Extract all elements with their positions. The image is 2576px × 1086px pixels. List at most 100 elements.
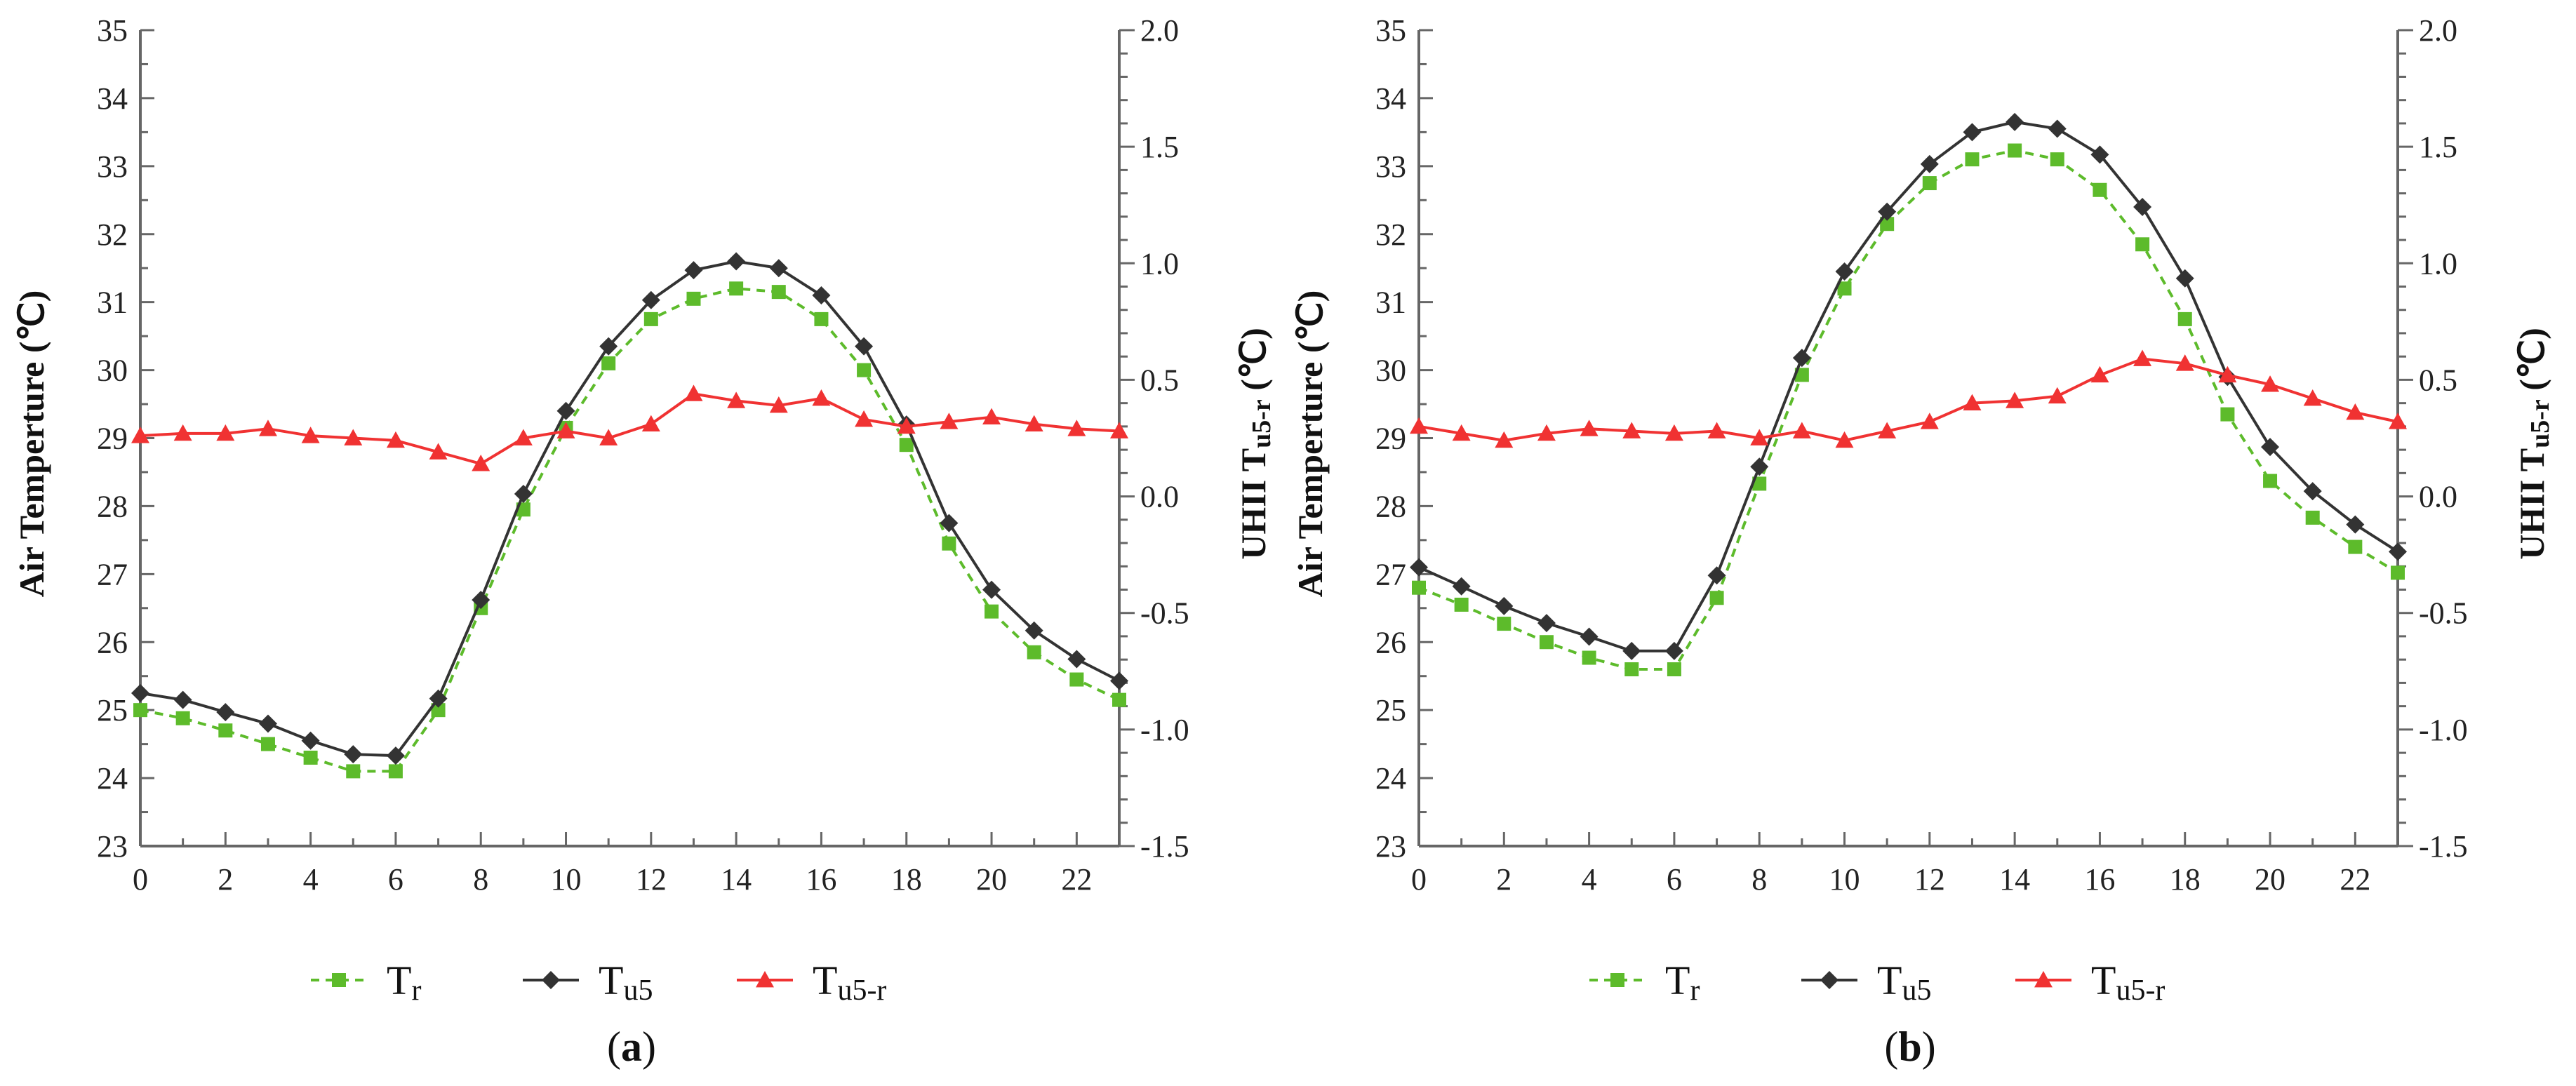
- data-point-Tu5: [1580, 627, 1599, 646]
- y-tick-label: 31: [97, 286, 128, 320]
- data-point-Tu5: [641, 290, 660, 309]
- data-point-Tu5: [1110, 671, 1128, 690]
- data-point-Tu5-r: [258, 420, 277, 436]
- y2-tick-label: 1.0: [1140, 246, 1179, 281]
- series-line-Tr: [1418, 149, 2399, 671]
- data-point-Tu5-r: [1067, 420, 1086, 436]
- data-point-Tu5-r: [769, 396, 788, 413]
- data-point-Tu5: [1707, 566, 1726, 585]
- data-point-Tr: [133, 703, 147, 718]
- y2-axis-title-unit: (℃): [1234, 328, 1273, 399]
- data-point-Tu5-r: [2006, 391, 2024, 408]
- data-point-Tu5-r: [2218, 366, 2237, 383]
- data-point-Tu5: [1835, 262, 1854, 281]
- series-line-Tu5-r: [140, 392, 1120, 466]
- data-point-Tu5-r: [1025, 415, 1043, 431]
- data-point-Tu5-r: [641, 415, 660, 431]
- x-tick-label: 18: [891, 862, 922, 897]
- x-tick-label: 0: [133, 862, 148, 897]
- y-tick-label: 32: [1375, 217, 1406, 252]
- data-point-Tu5-r: [2261, 375, 2280, 392]
- data-point-Tu5: [727, 252, 746, 271]
- x-tick-label: 2: [1496, 862, 1511, 897]
- data-point-Tu5: [684, 261, 703, 280]
- data-point-Tu5: [2261, 438, 2280, 457]
- data-point-Tr: [985, 604, 999, 619]
- legend-item-Tr: Tr: [1589, 958, 1700, 1007]
- data-point-Tr: [1922, 176, 1937, 191]
- data-point-Tr: [260, 737, 275, 751]
- y-axis-title-unit: ℃): [12, 290, 51, 342]
- data-point-Tu5-r: [2048, 387, 2067, 404]
- legend-marker: [1820, 971, 1838, 989]
- legend-label: Tr: [1665, 958, 1700, 1007]
- data-point-Tu5: [472, 591, 490, 610]
- data-point-Tr: [1497, 617, 1511, 631]
- data-point-Tu5-r: [429, 443, 448, 460]
- data-point-Tr: [1667, 662, 1681, 677]
- data-point-Tu5: [1025, 621, 1043, 640]
- x-tick-label: 22: [2340, 862, 2370, 897]
- series-Tu5: [1410, 112, 2407, 660]
- data-point-Tr: [2177, 311, 2192, 326]
- legend-item-Tu5-r: Tu5-r: [2015, 958, 2165, 1007]
- data-point-Tu5-r: [684, 384, 703, 401]
- data-point-Tu5-r: [1580, 420, 1599, 436]
- y2-tick-label: -1.5: [2419, 829, 2468, 864]
- data-point-Tu5: [1452, 577, 1471, 596]
- data-point-Tu5-r: [556, 422, 575, 438]
- y2-tick-label: 0.5: [1140, 363, 1179, 397]
- series-Tu5: [131, 252, 1128, 765]
- data-point-Tr: [729, 281, 744, 296]
- data-point-Tu5: [429, 689, 448, 708]
- panel-label-close: ): [1922, 1024, 1936, 1070]
- data-point-Tr: [2008, 143, 2022, 158]
- y-tick-label: 29: [97, 422, 128, 456]
- data-point-Tu5-r: [2389, 413, 2407, 429]
- data-point-Tr: [771, 285, 786, 300]
- data-point-Tu5-r: [472, 455, 490, 471]
- panel-label: (b): [1884, 1024, 1935, 1070]
- data-point-Tu5: [301, 731, 320, 750]
- data-point-Tu5-r: [940, 413, 959, 429]
- y-tick-label: 34: [1375, 81, 1406, 116]
- data-point-Tu5-r: [1750, 429, 1769, 445]
- legend-marker: [2034, 971, 2053, 988]
- data-point-Tr: [643, 311, 658, 326]
- panel-label-letter: a: [621, 1024, 642, 1070]
- data-point-Tu5-r: [1622, 422, 1641, 438]
- data-point-Tr: [1794, 368, 1809, 382]
- x-tick-label: 10: [551, 862, 582, 897]
- series-line-Tu5: [1418, 120, 2399, 652]
- y2-axis-title-main: UHII T: [2512, 448, 2551, 560]
- legend-label-base: T: [1665, 958, 1690, 1003]
- y2-tick-label: -1.0: [1140, 713, 1189, 747]
- data-point-Tu5: [1495, 596, 1514, 615]
- y-tick-label: 26: [1375, 625, 1406, 659]
- y-tick-label: 23: [1375, 829, 1406, 864]
- data-point-Tu5: [812, 286, 831, 304]
- series-Tu5-r: [1410, 349, 2407, 448]
- legend-label-sub: u5-r: [2116, 974, 2165, 1007]
- data-point-Tu5: [216, 703, 235, 722]
- data-point-Tu5: [258, 714, 277, 733]
- data-point-Tr: [1752, 476, 1767, 491]
- data-point-Tr: [2050, 152, 2064, 167]
- legend-label: Tu5: [1877, 958, 1931, 1007]
- y2-axis-title: UHII Tu5-r (℃): [2512, 328, 2555, 559]
- data-point-Tr: [2135, 237, 2150, 252]
- y2-tick-label: 0.0: [1140, 480, 1179, 514]
- data-point-Tu5: [1067, 650, 1086, 669]
- legend-label-base: T: [2091, 958, 2116, 1003]
- panel-label-open: (: [1884, 1024, 1898, 1070]
- y2-tick-label: 1.0: [2419, 246, 2457, 281]
- series-line-Tu5: [140, 260, 1120, 758]
- data-point-Tr: [2220, 407, 2235, 422]
- data-point-Tr: [1454, 597, 1469, 612]
- data-point-Tu5-r: [1792, 422, 1811, 438]
- y2-tick-label: -1.0: [2419, 713, 2468, 747]
- series-line-Tr: [140, 287, 1120, 773]
- y-tick-label: 25: [97, 693, 128, 728]
- y-tick-label: 28: [97, 489, 128, 523]
